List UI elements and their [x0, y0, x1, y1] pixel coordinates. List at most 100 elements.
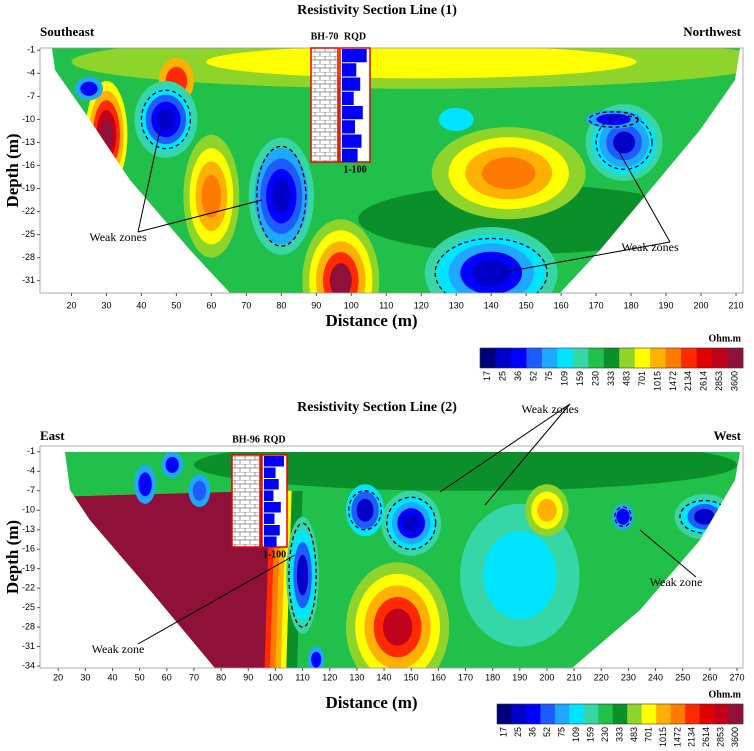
x-axis-label: Distance (m) — [325, 311, 417, 330]
rqd-label: RQD — [344, 31, 366, 42]
x-tick-label: 210 — [567, 672, 582, 682]
leader-line — [617, 149, 671, 243]
colorbar-swatch — [650, 348, 666, 368]
x-axis-label: Distance (m) — [325, 693, 417, 712]
colorbar-label: 75 — [544, 371, 554, 381]
x-tick-label: 270 — [730, 672, 745, 682]
rqd-bar — [264, 479, 279, 490]
right-direction: Northwest — [683, 24, 741, 39]
colorbar-swatch — [665, 348, 682, 368]
x-tick-label: 150 — [519, 300, 534, 310]
colorbar-swatch — [511, 704, 527, 724]
y-tick-label: -22 — [22, 206, 35, 216]
contour-band — [694, 508, 715, 525]
colorbar-swatch — [727, 348, 744, 368]
colorbar-swatch — [525, 704, 541, 724]
borehole-label: BH-70 — [311, 31, 339, 42]
y-tick-label: -16 — [22, 544, 35, 554]
colorbar-swatch — [598, 704, 614, 724]
colorbar-label: 2853 — [716, 727, 726, 747]
rqd-range: 1-100 — [263, 549, 286, 560]
colorbar-swatch — [699, 704, 715, 724]
y-tick-label: -7 — [27, 91, 35, 101]
weak-zone-label: Weak zones — [89, 230, 147, 244]
colorbar-label: 159 — [585, 727, 595, 742]
x-tick-label: 70 — [189, 672, 199, 682]
rqd-label: RQD — [263, 434, 285, 445]
x-tick-label: 200 — [694, 300, 709, 310]
x-tick-label: 80 — [276, 300, 286, 310]
leader-line — [137, 554, 296, 645]
y-tick-label: -19 — [22, 183, 35, 193]
x-tick-label: 30 — [101, 300, 111, 310]
colorbar-label: 159 — [575, 371, 585, 386]
contour-band — [201, 174, 222, 218]
contour-band — [537, 498, 557, 522]
colorbar-swatch — [696, 348, 713, 368]
x-tick-label: 110 — [295, 672, 309, 682]
colorbar-swatch — [612, 704, 628, 724]
chart-title: Resistivity Section Line (1) — [297, 3, 457, 18]
colorbar-swatch — [656, 704, 671, 724]
x-tick-label: 60 — [162, 672, 172, 682]
x-tick-label: 200 — [539, 672, 554, 682]
colorbar-label: 1015 — [652, 371, 662, 391]
x-tick-label: 130 — [349, 672, 364, 682]
colorbar-swatch — [526, 348, 543, 368]
weak-zone-label: Weak zone — [92, 642, 145, 656]
y-tick-label: -34 — [22, 660, 35, 670]
x-tick-label: 190 — [512, 672, 527, 682]
x-tick-label: 160 — [431, 672, 446, 682]
colorbar-swatch — [634, 348, 651, 368]
x-tick-label: 100 — [268, 672, 283, 682]
colorbar-swatch — [583, 704, 599, 724]
colorbar-label: 3600 — [730, 727, 740, 747]
x-tick-label: 250 — [675, 672, 690, 682]
colorbar-label: 25 — [498, 371, 508, 381]
y-tick-label: -1 — [27, 45, 35, 55]
colorbar-label: 25 — [513, 727, 523, 737]
colorbar-label: 36 — [528, 727, 538, 737]
x-tick-label: 140 — [484, 300, 499, 310]
leader-line — [504, 241, 671, 273]
colorbar-label: 1015 — [658, 727, 668, 747]
contour-band — [472, 259, 511, 287]
colorbar-swatch — [712, 348, 728, 368]
chart-title: Resistivity Section Line (2) — [297, 400, 457, 415]
colorbar-label: 333 — [614, 727, 624, 742]
contour-band — [438, 107, 474, 131]
contour-band — [296, 554, 309, 596]
colorbar-label: 2134 — [687, 727, 697, 747]
y-tick-label: -28 — [22, 621, 35, 631]
contour-band — [192, 480, 207, 501]
leader-line — [137, 199, 263, 233]
x-tick-label: 110 — [379, 300, 393, 310]
colorbar-swatch — [714, 704, 729, 724]
contour-band — [402, 513, 420, 533]
colorbar-label: 52 — [529, 371, 539, 381]
contour-band — [358, 184, 695, 254]
y-tick-label: -22 — [22, 583, 35, 593]
weak-zone-outline — [434, 237, 548, 293]
colorbar-swatch — [670, 704, 686, 724]
colorbar-title: Ohm.m — [709, 333, 742, 344]
x-tick-label: 170 — [589, 300, 604, 310]
weak-zone-outline — [595, 114, 653, 170]
borehole-log — [310, 47, 339, 163]
x-tick-label: 240 — [648, 672, 663, 682]
x-tick-label: 20 — [66, 300, 76, 310]
x-tick-label: 120 — [322, 672, 337, 682]
x-tick-label: 120 — [414, 300, 429, 310]
colorbar-label: 52 — [542, 727, 552, 737]
weak-zone-label: Weak zone — [650, 575, 703, 589]
colorbar-swatch — [495, 348, 512, 368]
rqd-bar — [264, 525, 280, 536]
colorbar-label: 230 — [600, 727, 610, 742]
y-tick-label: -10 — [22, 505, 35, 515]
contour-band — [205, 48, 637, 79]
plot-frame — [39, 47, 744, 294]
colorbar-title: Ohm.m — [709, 689, 742, 700]
leader-line — [137, 129, 161, 233]
rqd-bar — [342, 49, 367, 63]
colorbar-label: 17 — [499, 727, 509, 737]
